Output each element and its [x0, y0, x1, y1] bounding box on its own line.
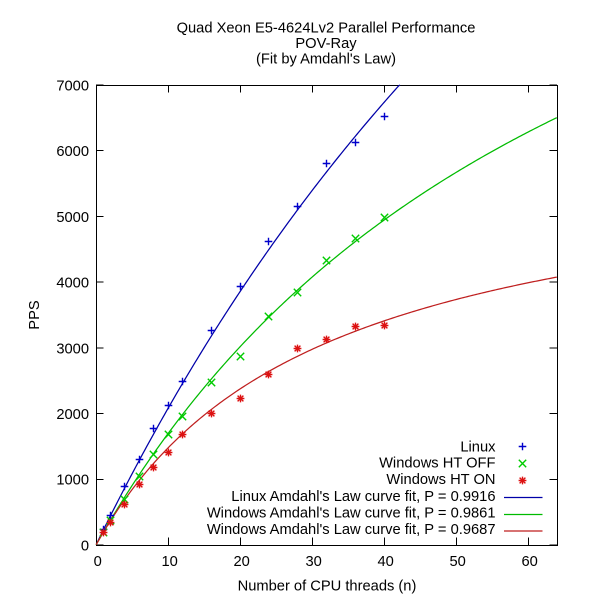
svg-text:60: 60: [522, 554, 538, 570]
svg-text:Linux: Linux: [460, 439, 496, 455]
svg-text:Windows HT ON: Windows HT ON: [386, 472, 495, 488]
svg-text:10: 10: [162, 554, 178, 570]
svg-text:1000: 1000: [56, 473, 89, 489]
svg-text:4000: 4000: [56, 276, 89, 292]
svg-text:Number of CPU threads (n): Number of CPU threads (n): [238, 579, 417, 595]
svg-text:Windows HT OFF: Windows HT OFF: [379, 456, 495, 472]
svg-text:Quad Xeon E5-4624Lv2 Parallel: Quad Xeon E5-4624Lv2 Parallel Performanc…: [177, 21, 476, 37]
svg-text:40: 40: [378, 554, 394, 570]
svg-text:PPS: PPS: [27, 300, 43, 330]
svg-text:50: 50: [450, 554, 466, 570]
svg-text:30: 30: [306, 554, 322, 570]
svg-text:20: 20: [234, 554, 250, 570]
svg-text:Linux Amdahl's Law curve fit,: Linux Amdahl's Law curve fit, P = 0.9916: [231, 489, 495, 505]
svg-text:5000: 5000: [56, 210, 89, 226]
svg-text:2000: 2000: [56, 407, 89, 423]
svg-text:Windows Amdahl's Law curve fit: Windows Amdahl's Law curve fit, P = 0.98…: [207, 506, 496, 522]
svg-text:Windows Amdahl's Law curve fit: Windows Amdahl's Law curve fit, P = 0.96…: [207, 522, 496, 538]
svg-text:6000: 6000: [56, 144, 89, 160]
svg-text:0: 0: [94, 554, 102, 570]
svg-text:0: 0: [81, 538, 89, 554]
svg-text:(Fit by Amdahl's Law): (Fit by Amdahl's Law): [256, 52, 396, 68]
svg-text:3000: 3000: [56, 341, 89, 357]
svg-text:POV-Ray: POV-Ray: [295, 36, 357, 52]
svg-text:7000: 7000: [56, 78, 89, 94]
